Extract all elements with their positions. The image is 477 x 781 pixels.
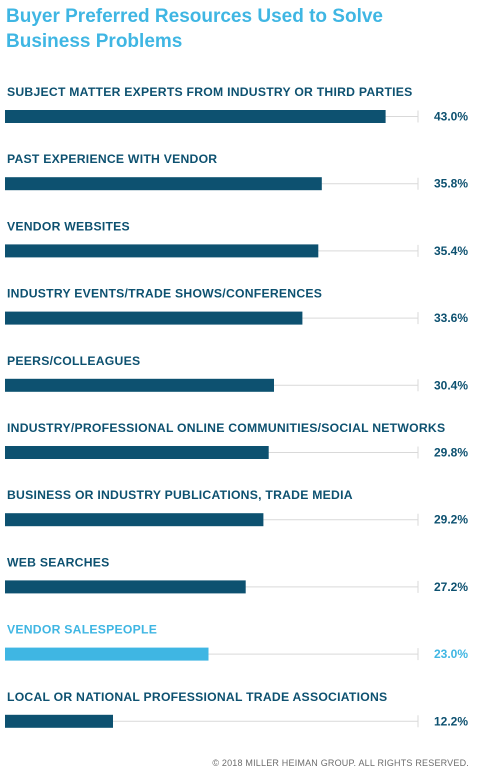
category-label: LOCAL OR NATIONAL PROFESSIONAL TRADE ASS… [7,690,387,704]
bar [5,714,113,728]
copyright-notice: © 2018 MILLER HEIMAN GROUP. ALL RIGHTS R… [212,758,469,768]
value-label: 43.0% [434,110,468,124]
value-label: 23.0% [434,647,468,661]
value-label: 35.4% [434,244,468,258]
value-label: 27.2% [434,580,468,594]
category-label: VENDOR SALESPEOPLE [7,623,157,637]
value-label: 12.2% [434,714,468,728]
category-label: BUSINESS OR INDUSTRY PUBLICATIONS, TRADE… [7,488,353,502]
category-label: INDUSTRY EVENTS/TRADE SHOWS/CONFERENCES [7,287,322,301]
bar [5,244,319,258]
bar [5,580,246,594]
bar [5,446,269,459]
category-label: WEB SEARCHES [7,555,110,569]
value-label: 33.6% [434,311,468,325]
category-label: INDUSTRY/PROFESSIONAL ONLINE COMMUNITIES… [7,421,445,435]
bar [5,311,303,325]
bar [5,378,274,392]
value-label: 29.8% [434,446,468,460]
value-label: 35.8% [434,177,468,191]
bar [5,647,209,661]
category-label: SUBJECT MATTER EXPERTS FROM INDUSTRY OR … [7,85,413,99]
category-label: PAST EXPERIENCE WITH VENDOR [7,152,217,166]
chart-title: Buyer Preferred Resources Used to Solve … [6,6,383,52]
value-label: 29.2% [434,513,468,527]
category-label: VENDOR WEBSITES [7,219,130,233]
bar [5,513,264,527]
bar [5,177,322,191]
bar [5,110,386,123]
category-label: PEERS/COLLEAGUES [7,354,140,368]
value-label: 30.4% [434,378,468,392]
